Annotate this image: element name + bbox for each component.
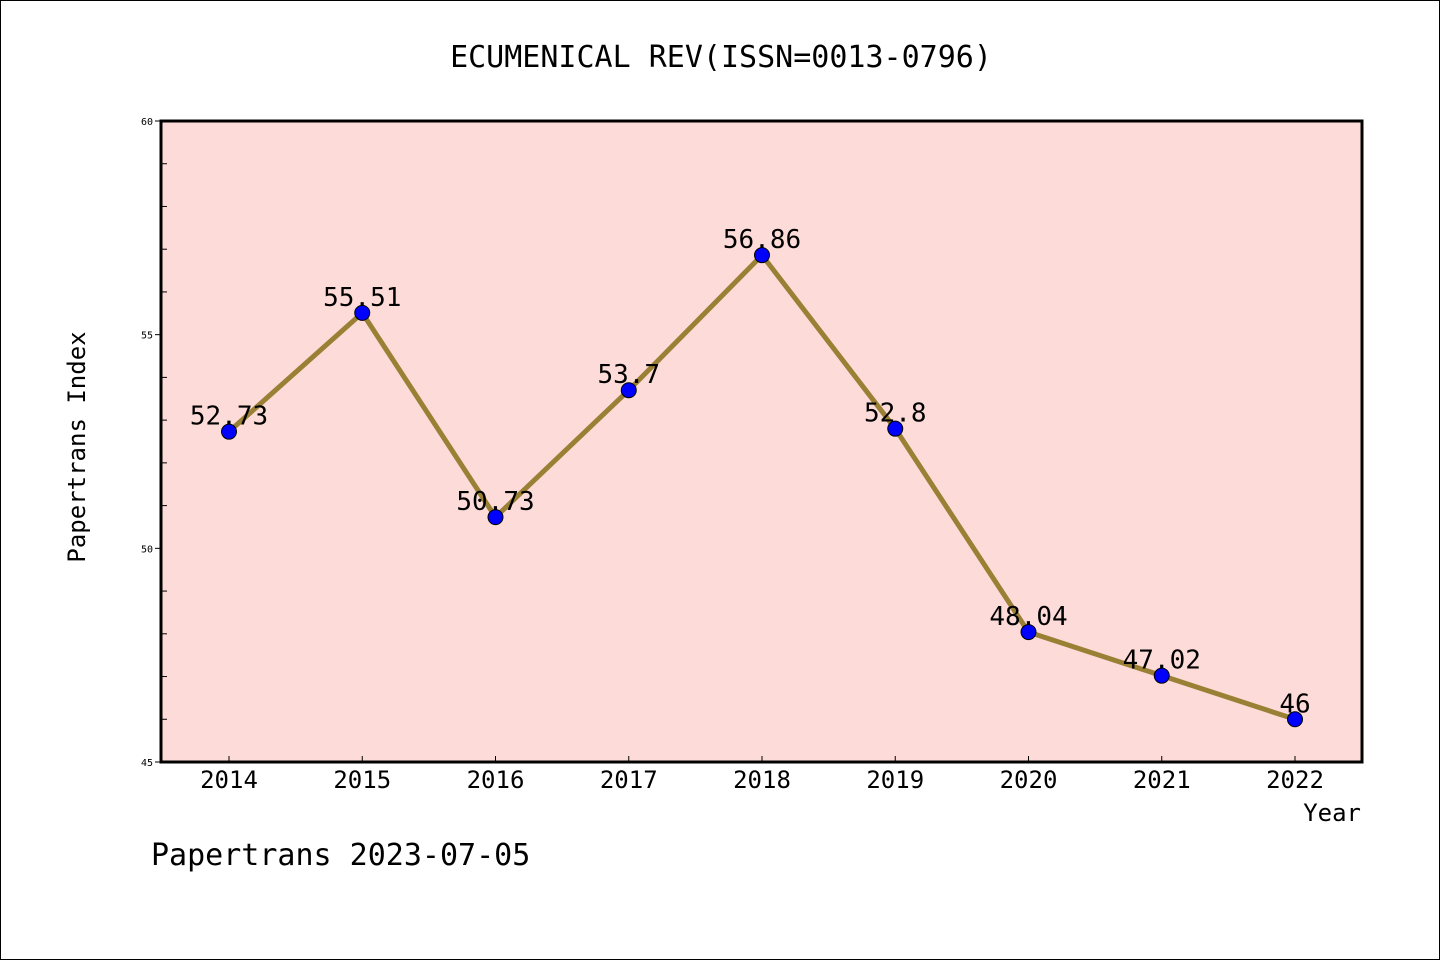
y-tick-label: 55 [141, 331, 153, 342]
data-label: 52.8 [864, 399, 927, 429]
x-axis: 2014 2015 2016 2017 2018 2019 2020 2021 2022 [200, 756, 1324, 794]
x-tick-label: 2018 [733, 766, 791, 794]
plot-border [159, 119, 1364, 764]
data-label: 52.73 [190, 402, 268, 432]
x-tick-label: 2016 [467, 766, 525, 794]
y-tick-label: 45 [141, 758, 153, 769]
y-tick-label: 60 [141, 117, 153, 128]
data-point [1020, 624, 1037, 641]
x-tick-label: 2020 [1000, 766, 1058, 794]
data-point [354, 304, 371, 321]
data-point [620, 382, 637, 399]
x-tick-label: 2015 [333, 766, 391, 794]
data-label: 50.73 [456, 487, 534, 517]
x-tick-label: 2019 [866, 766, 924, 794]
data-label: 48.04 [989, 602, 1067, 632]
x-tick-label: 2017 [600, 766, 658, 794]
x-tick-label: 2014 [200, 766, 258, 794]
footer-text: Papertrans 2023-07-05 [151, 838, 530, 873]
data-point [1287, 711, 1303, 728]
data-label: 46 [1279, 689, 1310, 719]
data-point [221, 423, 237, 440]
x-tick-label: 2022 [1266, 766, 1324, 794]
data-point [1153, 667, 1170, 684]
data-label: 55.51 [323, 283, 401, 313]
x-tick-label: 2021 [1133, 766, 1191, 794]
data-point [754, 247, 770, 264]
x-axis-label: Year [1303, 799, 1361, 827]
series-layer: 52.73 55.51 50.73 53.7 56.86 52.8 48.04 47.02 46 [190, 225, 1311, 728]
data-point [487, 509, 504, 526]
y-tick-label: 50 [141, 544, 153, 555]
data-label: 56.86 [723, 225, 801, 255]
data-label: 53.7 [597, 360, 660, 390]
y-axis-label: Papertrans Index [63, 331, 91, 562]
plot-area [161, 121, 1362, 762]
data-point [887, 420, 904, 437]
data-label: 47.02 [1123, 646, 1201, 676]
chart-title: ECUMENICAL REV(ISSN=0013-0796) [450, 40, 992, 75]
